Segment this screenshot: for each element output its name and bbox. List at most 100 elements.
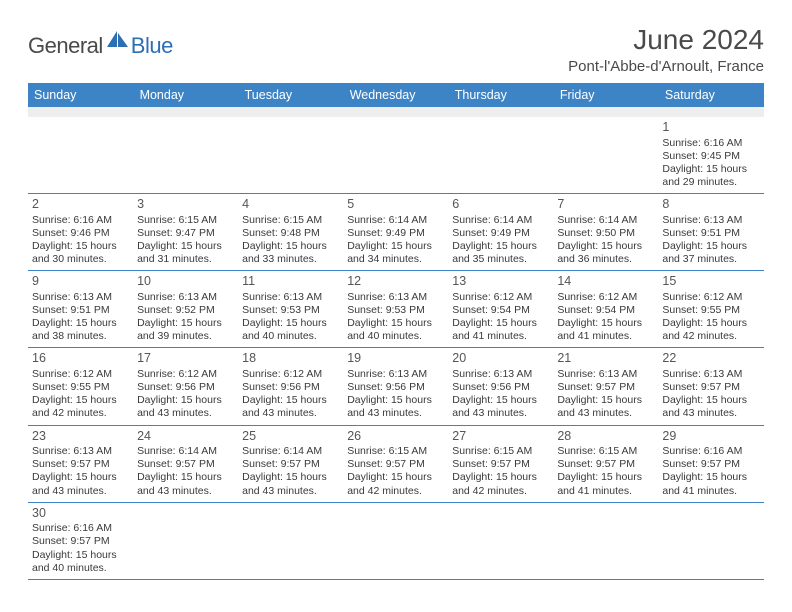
sunset-line: Sunset: 9:56 PM xyxy=(242,381,339,394)
day-number: 24 xyxy=(137,429,234,445)
sunrise-line: Sunrise: 6:13 AM xyxy=(32,445,129,458)
weekday-header: Sunday xyxy=(28,83,133,107)
sunset-line: Sunset: 9:57 PM xyxy=(32,458,129,471)
calendar-day-cell: 4Sunrise: 6:15 AMSunset: 9:48 PMDaylight… xyxy=(238,194,343,271)
calendar-day-cell: 7Sunrise: 6:14 AMSunset: 9:50 PMDaylight… xyxy=(553,194,658,271)
calendar-day-cell: 20Sunrise: 6:13 AMSunset: 9:56 PMDayligh… xyxy=(448,348,553,425)
daylight-line: Daylight: 15 hours and 42 minutes. xyxy=(347,471,444,497)
location-text: Pont-l'Abbe-d'Arnoult, France xyxy=(568,58,764,75)
sunrise-line: Sunrise: 6:13 AM xyxy=(347,291,444,304)
calendar-empty-cell xyxy=(238,117,343,194)
day-number: 4 xyxy=(242,197,339,213)
calendar-day-cell: 1Sunrise: 6:16 AMSunset: 9:45 PMDaylight… xyxy=(658,117,763,194)
day-number: 30 xyxy=(32,506,129,522)
daylight-line: Daylight: 15 hours and 42 minutes. xyxy=(32,394,129,420)
sunrise-line: Sunrise: 6:12 AM xyxy=(557,291,654,304)
calendar-head: SundayMondayTuesdayWednesdayThursdayFrid… xyxy=(28,83,764,107)
sunset-line: Sunset: 9:53 PM xyxy=(242,304,339,317)
sunrise-line: Sunrise: 6:16 AM xyxy=(32,522,129,535)
day-number: 26 xyxy=(347,429,444,445)
sunrise-line: Sunrise: 6:12 AM xyxy=(32,368,129,381)
day-number: 22 xyxy=(662,351,759,367)
daylight-line: Daylight: 15 hours and 38 minutes. xyxy=(32,317,129,343)
calendar-day-cell: 10Sunrise: 6:13 AMSunset: 9:52 PMDayligh… xyxy=(133,271,238,348)
calendar-empty-cell xyxy=(448,117,553,194)
day-number: 10 xyxy=(137,274,234,290)
sunset-line: Sunset: 9:51 PM xyxy=(662,227,759,240)
sunset-line: Sunset: 9:47 PM xyxy=(137,227,234,240)
calendar-empty-cell xyxy=(343,502,448,579)
calendar-day-cell: 25Sunrise: 6:14 AMSunset: 9:57 PMDayligh… xyxy=(238,425,343,502)
page-title: June 2024 xyxy=(568,24,764,56)
calendar-body: 1Sunrise: 6:16 AMSunset: 9:45 PMDaylight… xyxy=(28,107,764,579)
calendar-empty-cell xyxy=(553,117,658,194)
sunrise-line: Sunrise: 6:16 AM xyxy=(32,214,129,227)
logo: General Blue xyxy=(28,30,173,61)
daylight-line: Daylight: 15 hours and 43 minutes. xyxy=(137,394,234,420)
day-number: 1 xyxy=(662,120,759,136)
calendar-day-cell: 13Sunrise: 6:12 AMSunset: 9:54 PMDayligh… xyxy=(448,271,553,348)
sunrise-line: Sunrise: 6:14 AM xyxy=(137,445,234,458)
day-number: 29 xyxy=(662,429,759,445)
calendar-day-cell: 12Sunrise: 6:13 AMSunset: 9:53 PMDayligh… xyxy=(343,271,448,348)
day-number: 9 xyxy=(32,274,129,290)
daylight-line: Daylight: 15 hours and 43 minutes. xyxy=(347,394,444,420)
logo-text-blue: Blue xyxy=(131,33,173,59)
weekday-header: Wednesday xyxy=(343,83,448,107)
calendar-day-cell: 15Sunrise: 6:12 AMSunset: 9:55 PMDayligh… xyxy=(658,271,763,348)
day-number: 8 xyxy=(662,197,759,213)
weekday-row: SundayMondayTuesdayWednesdayThursdayFrid… xyxy=(28,83,764,107)
calendar-empty-cell xyxy=(133,502,238,579)
calendar-week-row: 9Sunrise: 6:13 AMSunset: 9:51 PMDaylight… xyxy=(28,271,764,348)
weekday-header: Thursday xyxy=(448,83,553,107)
calendar-day-cell: 14Sunrise: 6:12 AMSunset: 9:54 PMDayligh… xyxy=(553,271,658,348)
sunset-line: Sunset: 9:57 PM xyxy=(137,458,234,471)
day-number: 20 xyxy=(452,351,549,367)
sunset-line: Sunset: 9:57 PM xyxy=(32,535,129,548)
sunrise-line: Sunrise: 6:16 AM xyxy=(662,445,759,458)
spacer-row xyxy=(28,107,764,117)
calendar-table: SundayMondayTuesdayWednesdayThursdayFrid… xyxy=(28,83,764,580)
calendar-week-row: 23Sunrise: 6:13 AMSunset: 9:57 PMDayligh… xyxy=(28,425,764,502)
sunrise-line: Sunrise: 6:12 AM xyxy=(452,291,549,304)
sunset-line: Sunset: 9:54 PM xyxy=(557,304,654,317)
day-number: 13 xyxy=(452,274,549,290)
calendar-week-row: 2Sunrise: 6:16 AMSunset: 9:46 PMDaylight… xyxy=(28,194,764,271)
calendar-day-cell: 9Sunrise: 6:13 AMSunset: 9:51 PMDaylight… xyxy=(28,271,133,348)
daylight-line: Daylight: 15 hours and 41 minutes. xyxy=(452,317,549,343)
sunrise-line: Sunrise: 6:16 AM xyxy=(662,137,759,150)
sunset-line: Sunset: 9:56 PM xyxy=(347,381,444,394)
day-number: 6 xyxy=(452,197,549,213)
sunrise-line: Sunrise: 6:15 AM xyxy=(452,445,549,458)
sunset-line: Sunset: 9:57 PM xyxy=(347,458,444,471)
weekday-header: Monday xyxy=(133,83,238,107)
daylight-line: Daylight: 15 hours and 40 minutes. xyxy=(32,549,129,575)
calendar-day-cell: 26Sunrise: 6:15 AMSunset: 9:57 PMDayligh… xyxy=(343,425,448,502)
day-number: 14 xyxy=(557,274,654,290)
sunrise-line: Sunrise: 6:15 AM xyxy=(242,214,339,227)
sunrise-line: Sunrise: 6:14 AM xyxy=(242,445,339,458)
sunset-line: Sunset: 9:57 PM xyxy=(557,458,654,471)
sunrise-line: Sunrise: 6:12 AM xyxy=(662,291,759,304)
sunset-line: Sunset: 9:45 PM xyxy=(662,150,759,163)
sunset-line: Sunset: 9:57 PM xyxy=(452,458,549,471)
calendar-week-row: 1Sunrise: 6:16 AMSunset: 9:45 PMDaylight… xyxy=(28,117,764,194)
calendar-day-cell: 3Sunrise: 6:15 AMSunset: 9:47 PMDaylight… xyxy=(133,194,238,271)
calendar-day-cell: 17Sunrise: 6:12 AMSunset: 9:56 PMDayligh… xyxy=(133,348,238,425)
sunset-line: Sunset: 9:57 PM xyxy=(557,381,654,394)
sunrise-line: Sunrise: 6:12 AM xyxy=(242,368,339,381)
daylight-line: Daylight: 15 hours and 43 minutes. xyxy=(32,471,129,497)
header: General Blue June 2024 Pont-l'Abbe-d'Arn… xyxy=(28,24,764,75)
sunrise-line: Sunrise: 6:13 AM xyxy=(32,291,129,304)
calendar-day-cell: 18Sunrise: 6:12 AMSunset: 9:56 PMDayligh… xyxy=(238,348,343,425)
sunset-line: Sunset: 9:57 PM xyxy=(242,458,339,471)
sunset-line: Sunset: 9:55 PM xyxy=(662,304,759,317)
weekday-header: Friday xyxy=(553,83,658,107)
sunset-line: Sunset: 9:56 PM xyxy=(452,381,549,394)
day-number: 21 xyxy=(557,351,654,367)
day-number: 7 xyxy=(557,197,654,213)
daylight-line: Daylight: 15 hours and 40 minutes. xyxy=(347,317,444,343)
sunrise-line: Sunrise: 6:15 AM xyxy=(137,214,234,227)
calendar-day-cell: 5Sunrise: 6:14 AMSunset: 9:49 PMDaylight… xyxy=(343,194,448,271)
day-number: 27 xyxy=(452,429,549,445)
